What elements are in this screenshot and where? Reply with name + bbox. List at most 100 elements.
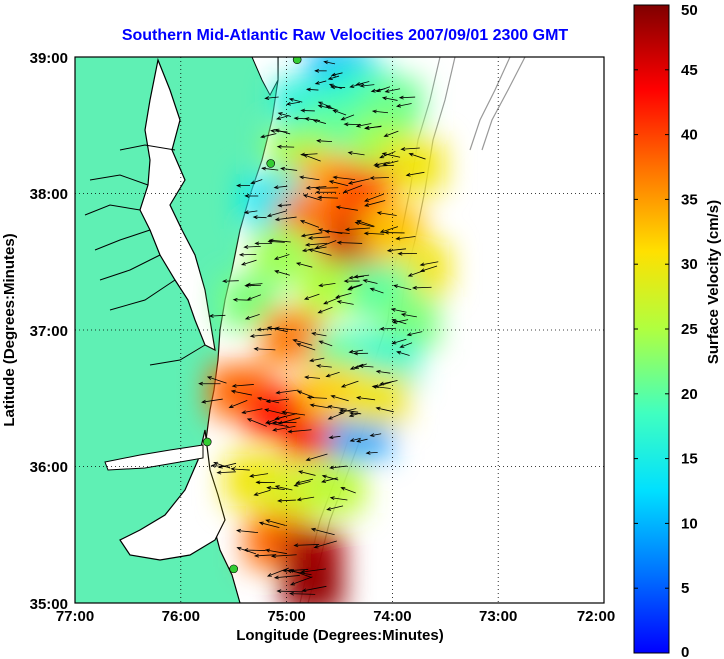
velocity-arrow bbox=[310, 527, 335, 536]
velocity-arrow bbox=[353, 274, 370, 279]
velocity-arrow bbox=[324, 229, 350, 234]
velocity-arrow bbox=[340, 114, 355, 121]
radar-station-marker bbox=[229, 564, 238, 574]
velocity-arrow bbox=[314, 80, 327, 85]
velocity-arrow bbox=[374, 164, 395, 169]
velocity-arrow bbox=[390, 307, 407, 313]
albemarle-sound bbox=[104, 444, 204, 471]
velocity-arrow bbox=[321, 474, 339, 481]
velocity-arrow bbox=[355, 396, 376, 401]
velocity-arrow bbox=[315, 190, 337, 195]
velocity-arrow bbox=[304, 242, 328, 247]
colorbar-tick-label: 0 bbox=[681, 644, 689, 659]
velocity-arrow bbox=[296, 343, 316, 351]
velocity-arrow bbox=[419, 261, 439, 267]
velocity-arrow bbox=[243, 245, 261, 249]
velocity-arrow bbox=[289, 569, 312, 578]
colorbar-gradient bbox=[633, 4, 670, 654]
velocity-arrow bbox=[270, 554, 297, 559]
velocity-arrow bbox=[364, 200, 386, 207]
colorbar-tick-label: 5 bbox=[681, 580, 689, 597]
velocity-arrow bbox=[369, 287, 384, 294]
velocity-arrow bbox=[301, 246, 327, 253]
velocity-arrow bbox=[280, 166, 298, 171]
velocity-arrow bbox=[302, 154, 321, 162]
velocity-arrow bbox=[277, 203, 292, 208]
velocity-arrow bbox=[356, 438, 368, 443]
velocity-arrow bbox=[256, 327, 279, 332]
velocity-arrow bbox=[362, 279, 378, 284]
velocity-arrow bbox=[363, 231, 385, 236]
velocity-arrow bbox=[325, 371, 340, 378]
velocity-arrow bbox=[391, 338, 407, 345]
velocity-arrow bbox=[274, 216, 297, 222]
velocity-arrow bbox=[330, 85, 346, 90]
velocity-arrow bbox=[198, 381, 221, 386]
velocity-arrow bbox=[236, 183, 250, 188]
velocity-arrow bbox=[275, 389, 299, 395]
velocity-arrow bbox=[330, 394, 349, 402]
velocity-arrow bbox=[303, 293, 320, 300]
velocity-arrow bbox=[364, 125, 382, 130]
y-axis-label: Latitude (Degrees:Minutes) bbox=[1, 233, 18, 426]
velocity-arrow bbox=[392, 319, 409, 324]
velocity-arrow bbox=[373, 381, 392, 388]
velocity-arrow bbox=[375, 86, 391, 93]
velocity-arrow bbox=[326, 505, 344, 511]
velocity-arrow bbox=[328, 435, 341, 440]
y-tick-label: 39:00 bbox=[30, 50, 68, 67]
velocity-arrow bbox=[347, 151, 365, 156]
velocity-arrow bbox=[296, 496, 315, 502]
velocity-cell bbox=[346, 372, 407, 425]
velocity-arrow bbox=[384, 88, 401, 93]
velocity-arrow bbox=[245, 282, 263, 287]
pamlico-sound bbox=[119, 429, 226, 561]
velocity-arrow bbox=[323, 60, 336, 65]
velocity-arrow bbox=[332, 109, 347, 116]
radar-stations bbox=[202, 57, 302, 574]
velocity-arrow bbox=[244, 194, 259, 198]
velocity-arrow bbox=[342, 184, 363, 194]
velocity-arrow bbox=[266, 567, 289, 577]
velocity-arrow bbox=[347, 178, 370, 185]
velocity-arrow bbox=[392, 284, 412, 290]
velocity-arrow bbox=[253, 489, 271, 496]
velocity-arrow bbox=[406, 331, 423, 337]
x-tick-label: 75:00 bbox=[267, 608, 305, 625]
colorbar-ticks: 0 5 10 15 20 25 30 35 40 45 50 bbox=[634, 2, 698, 659]
velocity-arrow bbox=[246, 418, 267, 427]
velocity-arrow bbox=[305, 87, 319, 92]
colorbar: 0 5 10 15 20 25 30 35 40 45 50 Surface Velocity (c… bbox=[633, 2, 722, 659]
velocity-arrow bbox=[339, 408, 359, 413]
velocity-arrow bbox=[230, 389, 252, 396]
velocity-arrow bbox=[348, 283, 363, 290]
velocity-arrow bbox=[369, 433, 382, 437]
velocity-arrow bbox=[315, 186, 339, 191]
velocity-arrow bbox=[261, 166, 279, 171]
velocity-arrow bbox=[309, 357, 325, 363]
velocity-arrow bbox=[330, 72, 343, 77]
velocity-arrow bbox=[230, 467, 250, 472]
velocity-arrow bbox=[304, 375, 321, 380]
velocity-arrow bbox=[399, 342, 413, 348]
velocity-arrow bbox=[313, 540, 337, 549]
velocity-arrow bbox=[327, 75, 340, 80]
velocity-arrow bbox=[270, 129, 288, 133]
velocity-arrow bbox=[316, 138, 333, 143]
velocity-arrow bbox=[317, 104, 333, 110]
velocity-arrow bbox=[302, 194, 322, 201]
velocity-arrow bbox=[340, 486, 356, 494]
velocity-arrow bbox=[222, 279, 239, 284]
velocity-arrow bbox=[405, 171, 425, 177]
velocity-arrow bbox=[206, 376, 227, 384]
velocity-arrow bbox=[273, 254, 290, 260]
y-tick-label: 36:00 bbox=[30, 459, 68, 476]
velocity-arrow bbox=[382, 160, 399, 166]
velocity-arrow bbox=[356, 219, 375, 227]
velocity-arrow bbox=[232, 297, 250, 302]
x-tick-label: 72:00 bbox=[577, 608, 615, 625]
velocity-arrow bbox=[201, 398, 223, 404]
velocity-arrow bbox=[309, 403, 330, 409]
velocity-arrow bbox=[276, 115, 290, 120]
velocity-arrow bbox=[400, 147, 420, 151]
